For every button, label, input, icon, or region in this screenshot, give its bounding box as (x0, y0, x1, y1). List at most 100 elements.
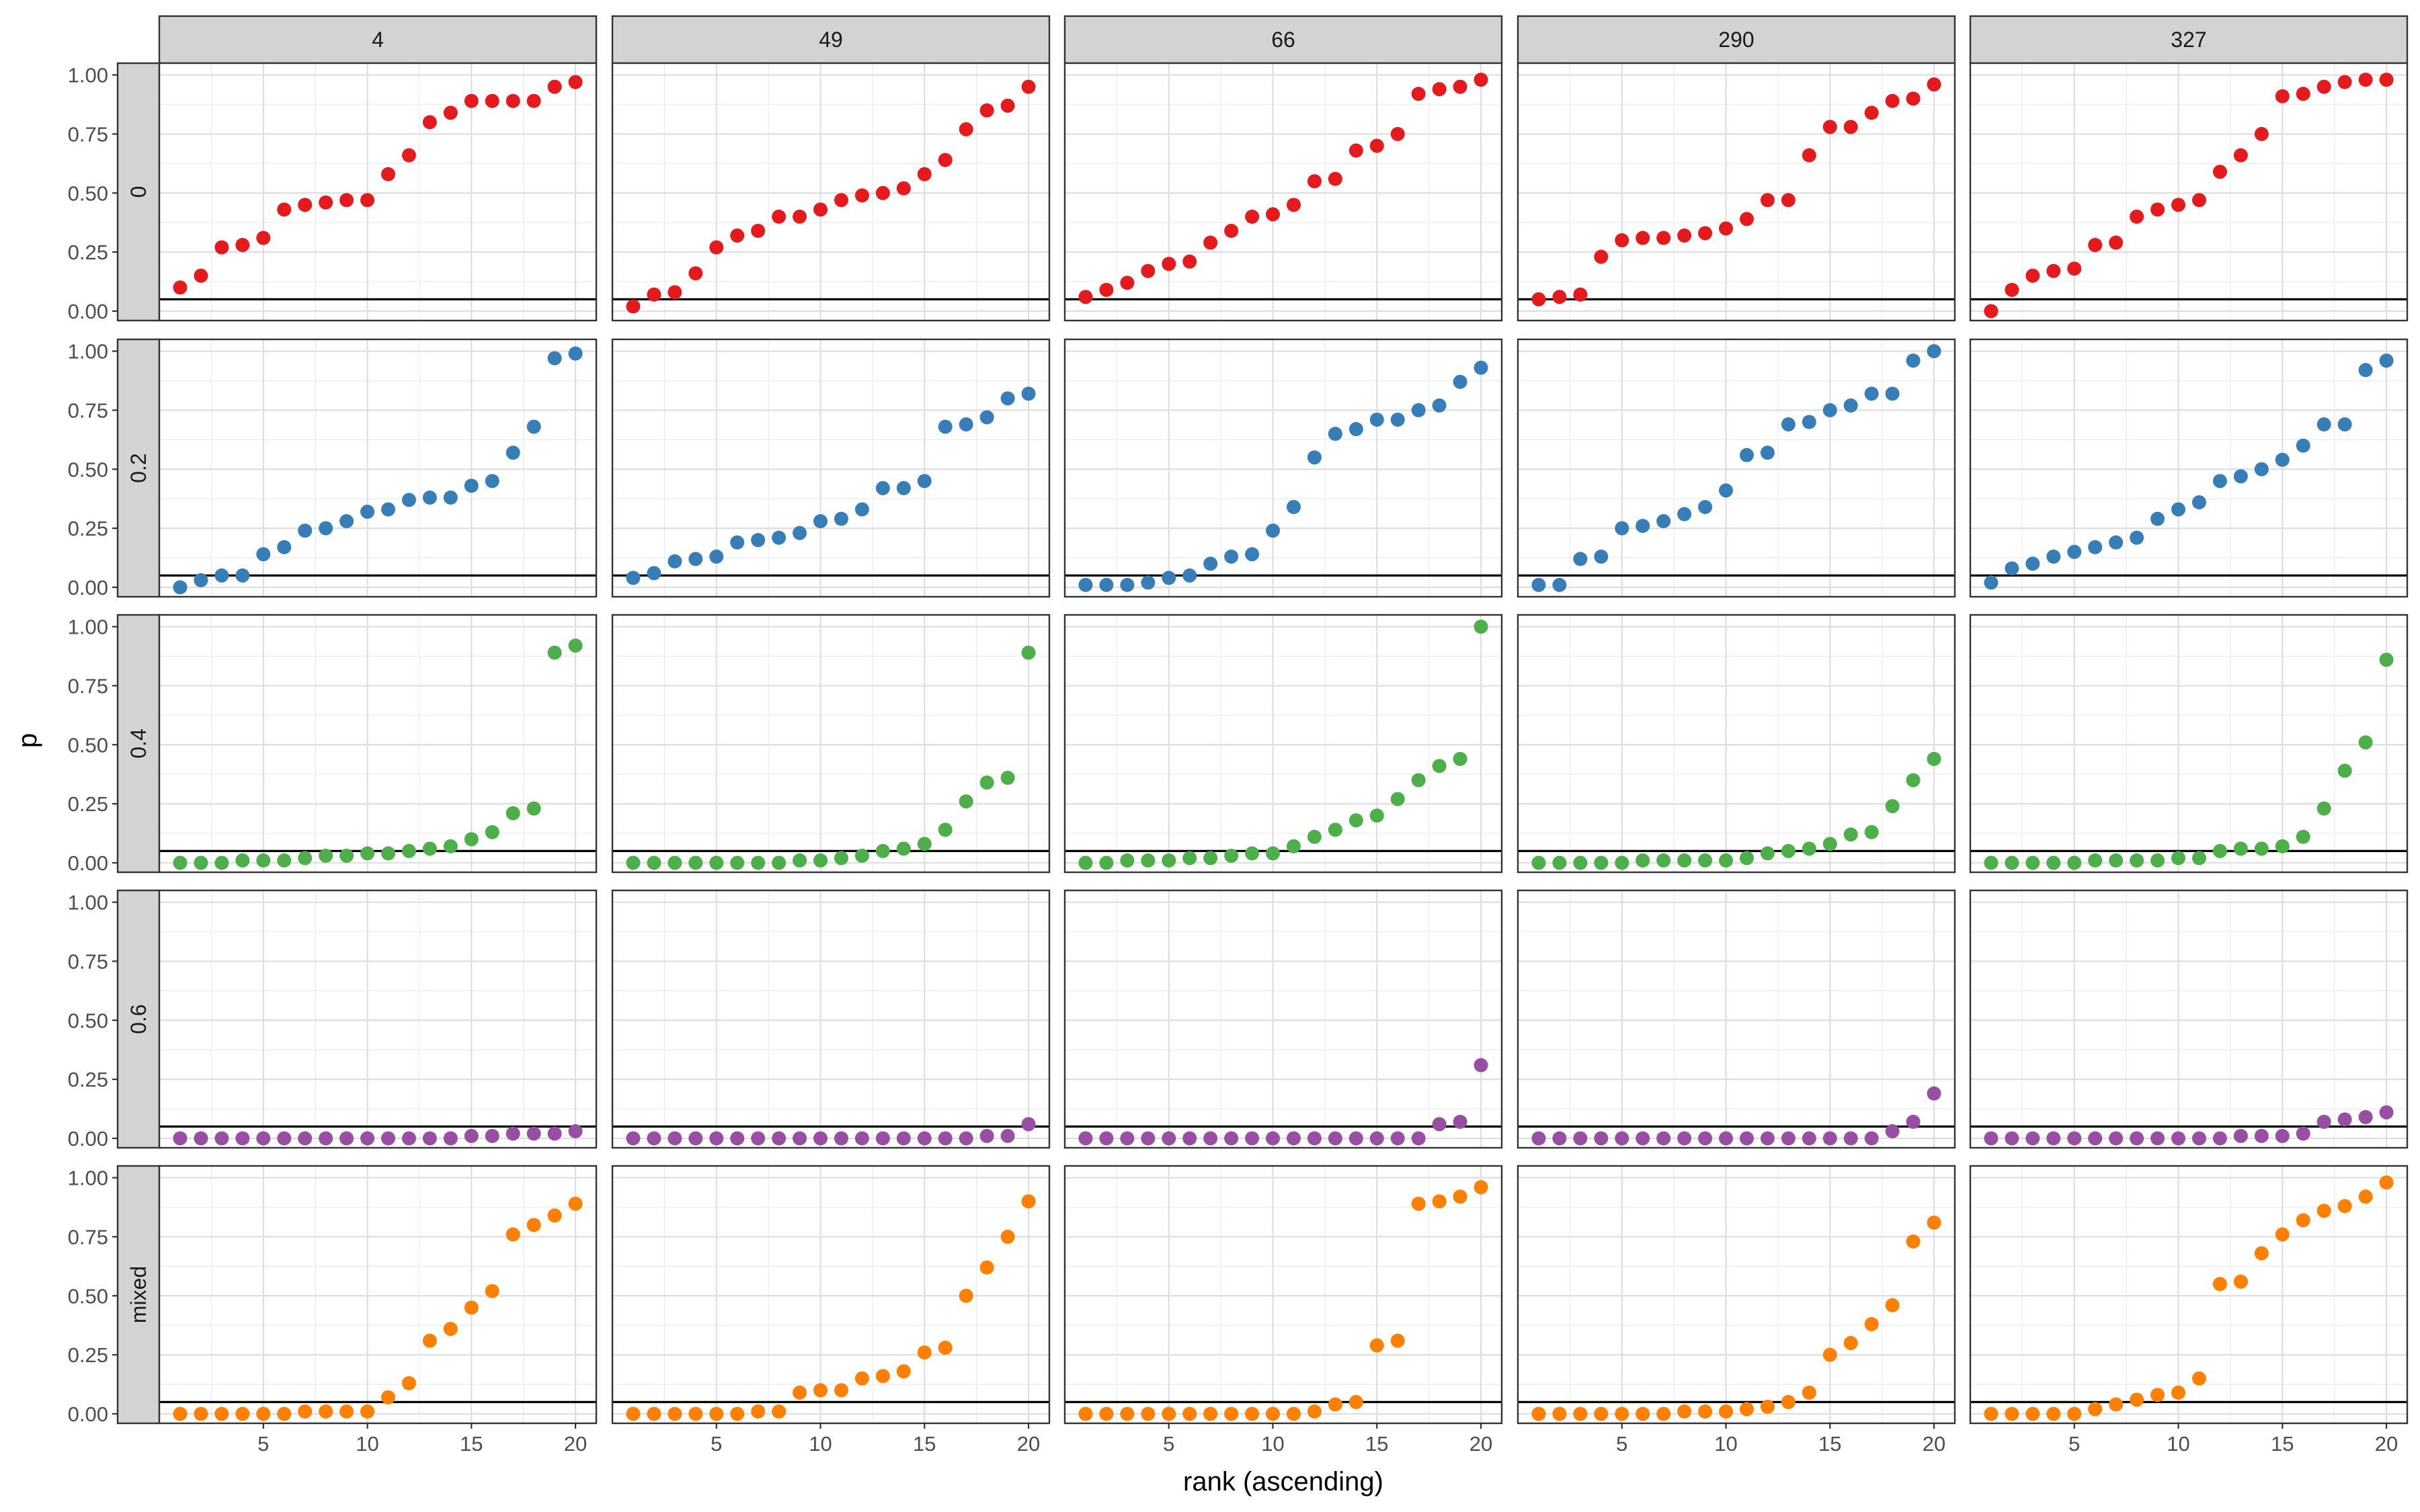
panel-border (611, 889, 1051, 1149)
data-point (668, 1131, 682, 1146)
data-point (1120, 1406, 1135, 1421)
data-point (1698, 853, 1713, 868)
panel-0.6-49 (611, 889, 1051, 1149)
data-point (2046, 263, 2061, 278)
data-point (1719, 1131, 1734, 1146)
data-point (2005, 282, 2019, 297)
x-tick-label: 5 (257, 1432, 269, 1456)
data-point (1307, 829, 1322, 844)
panel-0.2-327 (1969, 338, 2409, 598)
x-tick-label: 20 (564, 1432, 587, 1456)
data-point (214, 240, 229, 255)
data-point (1885, 93, 1900, 108)
data-point (1615, 233, 1629, 248)
data-point (2379, 353, 2394, 368)
data-point (959, 1288, 973, 1303)
y-tick-label: 0.75 (68, 950, 108, 973)
data-point (896, 841, 911, 856)
data-point (2191, 495, 2206, 509)
y-tick-label: 0.25 (68, 1343, 108, 1367)
data-point (2088, 238, 2103, 253)
data-point (380, 502, 395, 517)
data-point (485, 93, 499, 108)
data-point (547, 645, 562, 660)
column-strip-label: 327 (2171, 28, 2206, 52)
data-point (875, 1369, 890, 1384)
row-strip-bg (116, 338, 161, 598)
data-point (2025, 1131, 2040, 1146)
data-point (526, 419, 541, 434)
data-point (194, 573, 208, 587)
data-point (422, 490, 437, 505)
column-strip-327: 327 (1969, 15, 2409, 65)
data-point (1078, 577, 1093, 592)
data-point (2233, 841, 2248, 856)
data-point (668, 554, 682, 569)
data-point (772, 209, 787, 224)
data-point (2337, 763, 2352, 778)
data-point (360, 846, 375, 861)
data-point (1781, 1131, 1796, 1146)
data-point (917, 474, 932, 489)
data-point (1411, 403, 1426, 417)
data-point (1224, 848, 1239, 863)
data-point (526, 93, 541, 108)
data-point (2254, 1128, 2269, 1143)
data-point (1411, 1196, 1426, 1211)
data-point (730, 1131, 745, 1146)
data-point (1552, 1406, 1567, 1421)
data-point (1781, 193, 1796, 208)
panel-0.4-327 (1969, 614, 2409, 874)
data-point (2025, 855, 2040, 870)
data-point (1162, 1131, 1176, 1146)
panel-mixed-66 (1063, 1165, 1503, 1425)
data-point (2337, 1199, 2352, 1214)
data-point (1531, 1406, 1546, 1421)
row-strip-bg (116, 889, 161, 1149)
data-point (1266, 207, 1281, 222)
data-point (194, 1131, 208, 1146)
data-point (1822, 1131, 1837, 1146)
data-point (506, 806, 520, 821)
data-point (2275, 1227, 2290, 1242)
data-point (1636, 1131, 1650, 1146)
data-point (1531, 577, 1546, 592)
data-point (1781, 1394, 1796, 1409)
data-point (1906, 1114, 1921, 1129)
data-point (1802, 1385, 1816, 1400)
row-strip-0.2: 0.2 (116, 338, 161, 598)
data-point (979, 1128, 994, 1143)
data-point (875, 843, 890, 858)
y-tick-label: 1.00 (68, 616, 108, 639)
data-point (668, 855, 682, 870)
data-point (1822, 403, 1837, 417)
panel-border (158, 62, 598, 322)
data-point (626, 855, 641, 870)
data-point (730, 228, 745, 243)
data-point (1162, 257, 1176, 271)
x-axis-title: rank (ascending) (1183, 1467, 1383, 1497)
data-point (277, 540, 292, 554)
data-point (751, 855, 766, 870)
data-point (1078, 1131, 1093, 1146)
data-point (1286, 839, 1301, 853)
data-point (896, 181, 911, 196)
data-point (959, 417, 973, 431)
data-point (443, 1131, 458, 1146)
data-point (854, 188, 869, 203)
column-strip-290: 290 (1517, 15, 1956, 65)
data-point (214, 1131, 229, 1146)
data-point (2150, 511, 2165, 526)
panel-border (611, 338, 1051, 598)
data-point (235, 1131, 250, 1146)
data-point (2275, 1128, 2290, 1143)
data-point (339, 1404, 354, 1419)
data-point (319, 1131, 333, 1146)
data-point (214, 855, 229, 870)
data-point (2233, 469, 2248, 484)
data-point (2067, 1406, 2082, 1421)
data-point (422, 1333, 437, 1348)
data-point (1698, 499, 1713, 514)
data-point (772, 855, 787, 870)
data-point (2296, 1126, 2310, 1141)
